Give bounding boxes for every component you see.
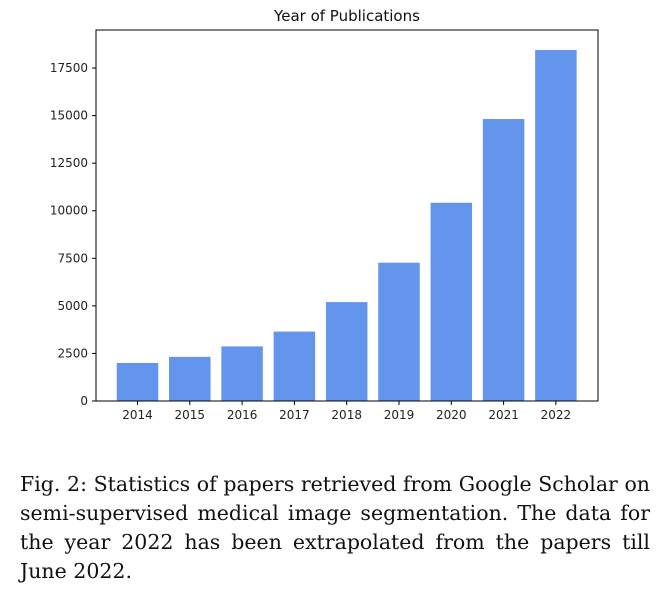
x-tick-label: 2020	[436, 408, 467, 422]
x-tick-label: 2019	[384, 408, 415, 422]
x-tick-label: 2021	[488, 408, 519, 422]
x-tick-label: 2022	[541, 408, 572, 422]
y-tick-label: 17500	[50, 61, 88, 75]
x-tick-label: 2018	[331, 408, 362, 422]
bars-layer	[116, 49, 577, 401]
figure-caption: Fig. 2: Statistics of papers retrieved f…	[20, 472, 650, 583]
bar-2017	[273, 331, 316, 401]
chart-title: Year of Publications	[273, 7, 420, 25]
x-tick-label: 2015	[175, 408, 206, 422]
y-tick-label: 2500	[57, 346, 88, 360]
x-axis: 2014 2015 2016 2017 2018 2019 2020 2021 2022	[122, 401, 571, 422]
bar-2014	[116, 362, 159, 401]
bar-2018	[325, 302, 368, 401]
bar-chart: Year of Publications 0 2500 5000 7500 10000 1…	[50, 7, 599, 422]
y-tick-label: 7500	[57, 251, 88, 265]
bar-2019	[378, 262, 420, 401]
bar-2015	[169, 356, 211, 401]
bar-2022	[535, 49, 577, 401]
x-tick-label: 2017	[279, 408, 310, 422]
bar-2020	[430, 202, 473, 401]
y-tick-label: 10000	[50, 204, 88, 218]
y-tick-label: 12500	[50, 156, 88, 170]
bar-2016	[221, 346, 263, 401]
y-tick-label: 5000	[57, 299, 88, 313]
x-tick-label: 2016	[227, 408, 258, 422]
x-tick-label: 2014	[122, 408, 153, 422]
bar-2021	[482, 119, 525, 401]
y-axis: 0 2500 5000 7500 10000 12500 15000 17500	[50, 61, 96, 408]
y-tick-label: 0	[80, 394, 88, 408]
y-tick-label: 15000	[50, 109, 88, 123]
